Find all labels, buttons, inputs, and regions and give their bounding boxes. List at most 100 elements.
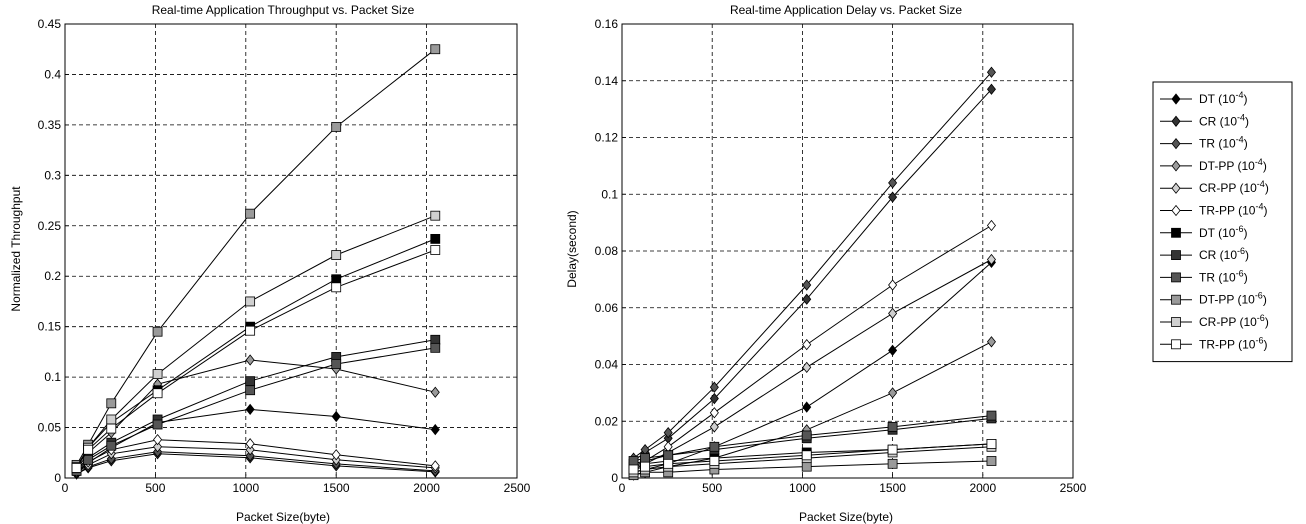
throughput-data-point [331, 274, 342, 285]
delay-chart: Real-time Application Delay vs. Packet S… [565, 3, 1087, 524]
delay-data-point [802, 338, 812, 351]
throughput-data-point [245, 354, 255, 366]
delay-y-tick-label: 0.12 [595, 131, 619, 145]
throughput-y-tick-label: 0.4 [44, 67, 61, 81]
delay-y-tick-label: 0.08 [595, 244, 619, 258]
legend-marker [1171, 294, 1181, 305]
delay-data-point [802, 293, 812, 305]
throughput-data-point [430, 334, 441, 345]
legend-box [1152, 81, 1293, 363]
delay-data-point [663, 458, 674, 469]
throughput-data-point [430, 423, 440, 436]
delay-data-point [663, 450, 674, 461]
legend-marker [1171, 182, 1181, 194]
delay-y-axis-label: Delay(second) [565, 210, 579, 287]
delay-data-point [888, 279, 898, 291]
throughput-x-axis-label: Packet Size(byte) [236, 510, 330, 524]
throughput-data-point [106, 398, 117, 409]
delay-data-point [640, 453, 650, 464]
legend-marker [1171, 250, 1181, 261]
throughput-x-tick-label: 2500 [504, 481, 531, 495]
delay-data-point [628, 464, 639, 475]
delay-x-tick-label: 1000 [789, 481, 816, 495]
throughput-x-tick-label: 1000 [232, 481, 259, 495]
delay-y-tick-label: 0.02 [595, 414, 619, 428]
legend-label: CR (10-6) [1199, 246, 1249, 262]
delay-data-point [986, 410, 997, 421]
delay-data-point [709, 456, 720, 466]
legend-entry: TR-PP (10-6) [1160, 335, 1267, 351]
throughput-data-point [245, 325, 256, 336]
throughput-data-point [152, 419, 163, 430]
throughput-data-point [245, 444, 255, 456]
delay-data-point [887, 444, 898, 455]
delay-data-point [709, 392, 719, 405]
delay-data-point [887, 458, 898, 469]
delay-data-point [888, 387, 898, 399]
delay-series [629, 66, 996, 464]
delay-x-tick-label: 2000 [969, 481, 996, 495]
delay-series [628, 410, 997, 466]
throughput-data-point [430, 210, 441, 221]
legend-entry: CR (10-6) [1160, 246, 1249, 262]
throughput-data-point [245, 208, 256, 219]
throughput-data-point [331, 122, 342, 132]
throughput-x-tick-label: 0 [62, 481, 69, 495]
delay-data-point [801, 450, 812, 461]
legend-label: TR-PP (10-4) [1199, 202, 1267, 218]
throughput-data-point [153, 434, 163, 446]
legend-entry: DT-PP (10-6) [1160, 291, 1267, 307]
delay-x-tick-label: 1500 [879, 481, 906, 495]
delay-data-point [986, 439, 997, 449]
delay-data-point [802, 361, 812, 373]
legend-entry: CR (10-4) [1160, 112, 1249, 128]
throughput-chart: Real-time Application Throughput vs. Pac… [9, 3, 531, 524]
throughput-y-tick-label: 0.35 [38, 118, 62, 132]
delay-x-tick-label: 0 [619, 481, 626, 495]
delay-x-tick-label: 2500 [1060, 481, 1087, 495]
throughput-data-point [245, 296, 256, 307]
throughput-data-point [152, 388, 163, 399]
legend-marker [1171, 115, 1181, 127]
delay-y-tick-label: 0.1 [601, 187, 618, 201]
legend-label: CR-PP (10-6) [1199, 313, 1269, 329]
delay-data-point [802, 279, 812, 291]
delay-y-tick-label: 0.06 [595, 301, 619, 315]
throughput-x-tick-label: 500 [145, 481, 165, 495]
delay-data-point [986, 456, 997, 466]
throughput-data-point [153, 441, 163, 453]
legend-label: DT-PP (10-4) [1199, 157, 1267, 173]
legend-entry: DT (10-4) [1160, 90, 1247, 106]
legend-label: DT-PP (10-6) [1199, 291, 1267, 307]
throughput-data-point [430, 342, 441, 353]
legend-entry: TR (10-4) [1160, 135, 1248, 151]
throughput-data-point [430, 245, 441, 255]
throughput-data-point [430, 44, 441, 55]
delay-data-point [709, 441, 720, 452]
throughput-data-point [331, 410, 341, 423]
delay-data-point [801, 430, 812, 441]
legend-label: DT (10-4) [1199, 90, 1247, 106]
throughput-data-point [152, 326, 163, 337]
throughput-y-tick-label: 0.15 [38, 320, 62, 334]
throughput-data-point [430, 233, 441, 244]
legend: DT (10-4) CR (10-4) TR (10-4) DT-PP (10-4) C… [1152, 81, 1293, 363]
legend-label: CR-PP (10-4) [1199, 179, 1269, 195]
throughput-y-tick-label: 0.25 [38, 219, 62, 233]
delay-data-point [986, 66, 996, 78]
delay-y-tick-label: 0.16 [595, 17, 619, 31]
legend-marker [1171, 137, 1181, 150]
throughput-data-point [331, 282, 342, 293]
throughput-y-tick-label: 0.45 [38, 17, 62, 31]
delay-data-point [887, 422, 898, 432]
delay-data-point [802, 401, 812, 413]
delay-data-point [888, 177, 898, 189]
legend-entry: TR (10-6) [1160, 268, 1248, 284]
legend-marker [1171, 93, 1181, 105]
delay-data-point [986, 336, 996, 348]
throughput-y-tick-label: 0.1 [44, 370, 61, 384]
throughput-y-axis-label: Normalized Throughput [9, 186, 23, 312]
throughput-y-tick-label: 0.05 [38, 421, 62, 435]
throughput-x-tick-label: 2000 [413, 481, 440, 495]
